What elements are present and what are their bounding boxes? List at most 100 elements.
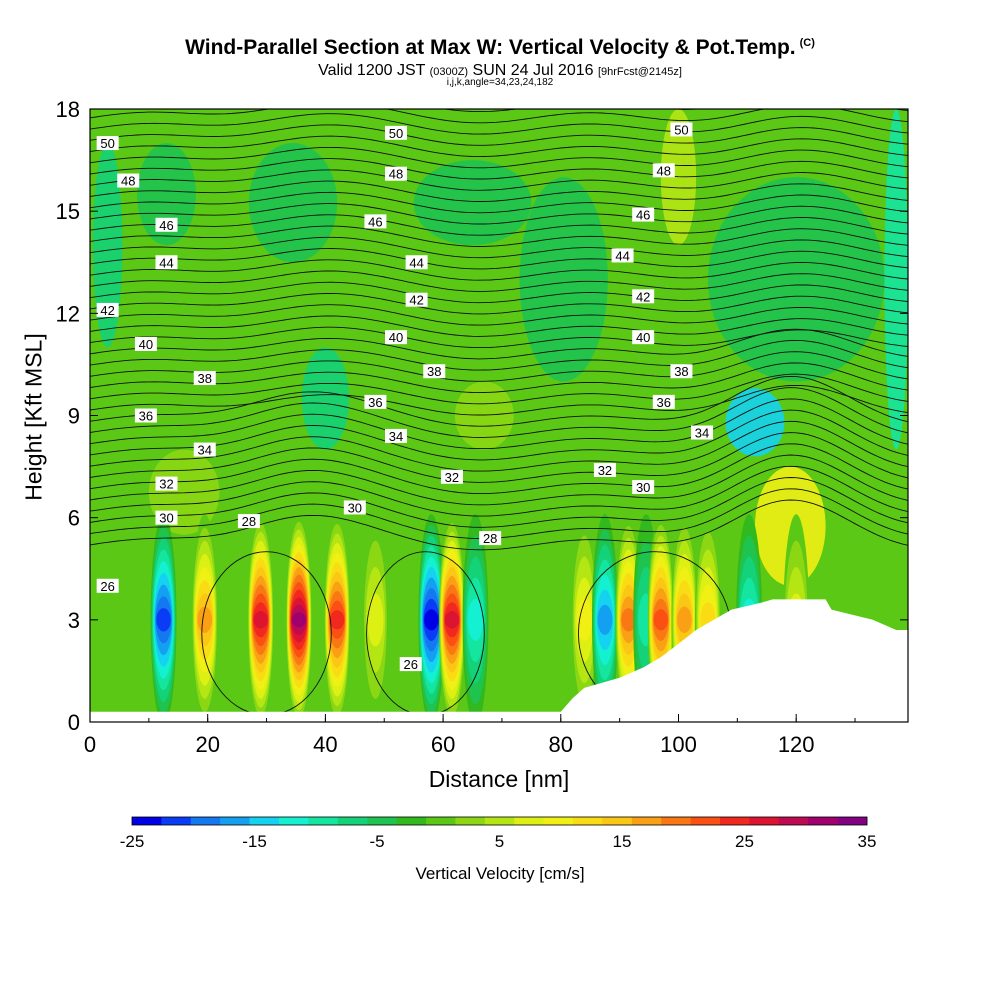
y-tick-label: 6 xyxy=(68,506,80,531)
contour-label: 34 xyxy=(198,443,212,458)
contour-label-box xyxy=(385,428,408,443)
y-tick-label: 12 xyxy=(56,301,80,326)
theta-contour xyxy=(90,109,908,124)
theta-contour xyxy=(90,169,908,191)
contour-label-box xyxy=(632,480,655,495)
theta-contour xyxy=(90,236,908,259)
contour-label-box xyxy=(385,330,408,345)
contour-label-box xyxy=(343,500,366,515)
updraft-band xyxy=(324,514,351,722)
colorbar-swatch xyxy=(661,817,691,825)
contour-label-box xyxy=(155,255,178,270)
theta-contour xyxy=(90,180,908,202)
colorbar-swatch xyxy=(279,817,309,825)
chart-indices: i,j,k,angle=34,23,24,182 xyxy=(446,77,554,88)
colorbar-swatch xyxy=(308,817,339,825)
theta-contour xyxy=(90,477,908,528)
contour-label-box xyxy=(652,394,675,409)
contour-label-box xyxy=(399,657,422,672)
contour-label: 38 xyxy=(198,371,212,386)
theta-contour xyxy=(90,420,908,472)
theta-contour xyxy=(90,135,908,158)
contour-label: 32 xyxy=(598,463,612,478)
theta-contour xyxy=(90,191,908,214)
contour-label-box xyxy=(632,207,655,222)
theta-contour xyxy=(90,384,908,416)
y-tick-label: 15 xyxy=(56,199,80,224)
w-field xyxy=(90,109,908,722)
contour-label: 42 xyxy=(636,289,650,304)
contour-label-box xyxy=(96,302,119,317)
x-tick-label: 60 xyxy=(431,732,455,757)
updraft-band xyxy=(571,514,598,722)
contour-label: 44 xyxy=(615,248,629,263)
contour-label: 28 xyxy=(242,514,256,529)
contour-label: 46 xyxy=(368,214,382,229)
contour-label-box xyxy=(423,364,446,379)
colorbar-tick-label: -25 xyxy=(120,832,145,851)
colorbar-swatch xyxy=(484,817,515,825)
colorbar-swatch xyxy=(220,817,250,825)
contour-label-box xyxy=(155,510,178,525)
theta-contour xyxy=(90,409,908,461)
contour-label-box xyxy=(364,394,387,409)
colorbar-swatch xyxy=(602,817,633,825)
colorbar-swatch xyxy=(631,817,662,825)
contour-label-box xyxy=(611,248,634,263)
contour-label-box xyxy=(155,217,178,232)
contour-label: 26 xyxy=(100,579,114,594)
updraft-band xyxy=(285,514,312,722)
theta-contour xyxy=(90,124,908,146)
colorbar-swatch xyxy=(455,817,486,825)
contour-label-box xyxy=(632,289,655,304)
contour-label: 40 xyxy=(389,330,403,345)
contour-label-box xyxy=(385,166,408,181)
theta-contour xyxy=(90,432,908,483)
colorbar-tick-label: -5 xyxy=(369,832,384,851)
field-patch xyxy=(413,160,532,246)
contour-label: 42 xyxy=(409,293,423,308)
x-tick-label: 120 xyxy=(778,732,815,757)
theta-contour xyxy=(90,351,908,382)
contour-label-box xyxy=(385,125,408,140)
contour-label: 48 xyxy=(657,163,671,178)
contour-label-box xyxy=(134,408,157,423)
theta-contour xyxy=(90,158,908,180)
colorbar-tick-label: 15 xyxy=(613,832,632,851)
contour-label: 30 xyxy=(636,480,650,495)
contour-label-box xyxy=(652,163,675,178)
chart-title: Wind-Parallel Section at Max W: Vertical… xyxy=(185,36,815,59)
contour-label-box xyxy=(117,173,140,188)
contour-label-box xyxy=(670,364,693,379)
field-patch xyxy=(725,388,785,457)
theta-contour xyxy=(90,328,908,360)
contour-label-box xyxy=(405,292,428,307)
theta-contour xyxy=(90,398,908,450)
colorbar-frame xyxy=(131,816,868,826)
contour-label: 38 xyxy=(427,364,441,379)
theta-contour xyxy=(90,339,908,371)
contour-label: 44 xyxy=(409,255,423,270)
colorbar-swatch xyxy=(337,817,368,825)
colorbar-label: Vertical Velocity [cm/s] xyxy=(415,864,585,883)
colorbar-swatch xyxy=(778,817,809,825)
y-tick-label: 9 xyxy=(68,404,80,429)
contour-label: 48 xyxy=(389,167,403,182)
contour-label: 34 xyxy=(695,426,709,441)
theta-contour xyxy=(90,454,908,506)
updraft-band xyxy=(462,514,489,722)
x-tick-label: 80 xyxy=(549,732,573,757)
contour-label-box xyxy=(593,462,616,477)
chart-subtitle: Valid 1200 JST (0300Z) SUN 24 Jul 2016 [… xyxy=(318,62,682,79)
theta-contour xyxy=(90,270,908,292)
colorbar-swatch xyxy=(837,817,868,825)
contour-label: 30 xyxy=(348,500,362,515)
contour-label-box xyxy=(440,469,463,484)
contour-label-box xyxy=(155,476,178,491)
y-tick-label: 3 xyxy=(68,608,80,633)
y-tick-label: 0 xyxy=(68,710,80,735)
theta-contour xyxy=(90,293,908,315)
updraft-band xyxy=(150,514,177,722)
colorbar-tick-label: -15 xyxy=(242,832,267,851)
contour-label-box xyxy=(237,514,260,529)
